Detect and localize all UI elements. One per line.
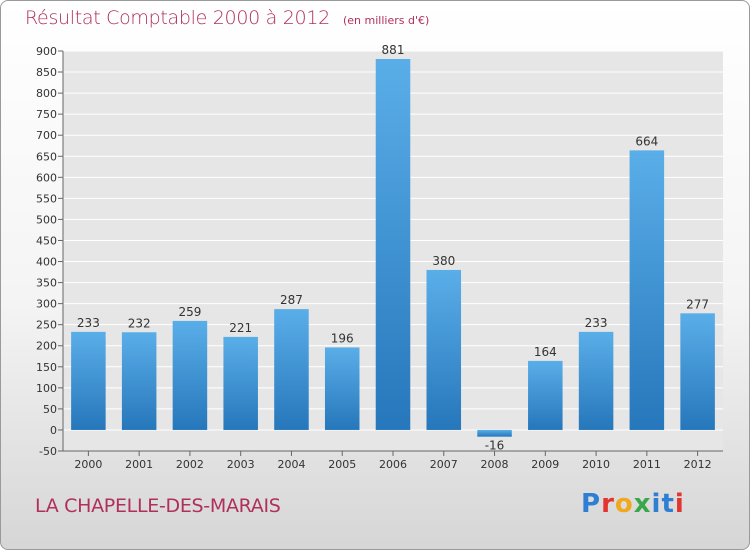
logo-letter: x: [633, 489, 652, 519]
bar: [528, 360, 563, 430]
logo-letter: t: [661, 489, 675, 519]
y-tick-label: 250: [36, 319, 57, 332]
value-label: 164: [534, 345, 557, 359]
y-tick-label: 100: [36, 382, 57, 395]
x-tick-label: 2005: [328, 458, 356, 471]
x-tick-label: 2001: [125, 458, 153, 471]
value-label: 664: [635, 134, 658, 148]
x-tick-label: 2007: [430, 458, 458, 471]
y-tick-label: 650: [36, 150, 57, 163]
y-tick-label: -50: [39, 445, 57, 458]
y-tick-label: 0: [50, 424, 57, 437]
value-labels: 233 232 259 221 287 196 881 380 -16 164 233 664 277: [77, 43, 709, 453]
y-tick-label: 350: [36, 277, 57, 290]
y-tick-label: 850: [36, 66, 57, 79]
bar: [578, 331, 614, 430]
logo-letter: i: [651, 489, 662, 519]
value-label: 287: [280, 293, 303, 307]
bar: [426, 269, 462, 430]
y-tick-label: 500: [36, 213, 57, 226]
bar: [680, 313, 715, 430]
logo-letter: r: [601, 489, 615, 519]
bar: [223, 336, 258, 430]
x-axis: 2000 2001 2002 2003 2004 2005 2006 2007 2008 2009…: [63, 450, 723, 471]
value-label: 277: [686, 297, 709, 311]
commune-name: LA CHAPELLE-DES-MARAIS: [35, 495, 281, 517]
proxiti-logo: Proxiti: [581, 489, 685, 519]
x-tick-label: 2003: [227, 458, 255, 471]
value-label: -16: [485, 439, 505, 453]
x-tick-label: 2000: [74, 458, 102, 471]
bar: [375, 59, 411, 430]
y-tick-label: 50: [43, 403, 57, 416]
x-tick-label: 2004: [277, 458, 305, 471]
y-axis: -50 0 50 100 150 200 250 300 350 400 450 500 550 600 6…: [36, 45, 64, 458]
value-label: 221: [229, 321, 252, 335]
bar: [477, 429, 512, 437]
y-tick-label: 600: [36, 171, 57, 184]
x-tick-label: 2012: [684, 458, 712, 471]
y-tick-label: 150: [36, 361, 57, 374]
bar: [274, 309, 309, 430]
x-tick-label: 2008: [481, 458, 509, 471]
bar: [121, 332, 157, 430]
y-tick-label: 450: [36, 234, 57, 247]
chart-title-main: Résultat Comptable 2000 à 2012: [25, 7, 330, 29]
y-tick-label: 750: [36, 108, 57, 121]
bar: [71, 331, 106, 430]
x-tick-label: 2010: [582, 458, 610, 471]
value-label: 232: [128, 316, 151, 330]
chart-title-unit: (en milliers d'€): [342, 14, 430, 27]
logo-letter: o: [614, 489, 634, 519]
value-label: 259: [178, 305, 201, 319]
value-label: 881: [382, 43, 405, 57]
bar: [629, 150, 665, 430]
y-tick-label: 400: [36, 256, 57, 269]
value-label: 380: [432, 254, 455, 268]
bars: [71, 59, 715, 437]
x-tick-label: 2006: [379, 458, 407, 471]
x-tick-label: 2002: [176, 458, 204, 471]
y-tick-label: 200: [36, 340, 57, 353]
x-tick-label: 2011: [633, 458, 661, 471]
chart-title: Résultat Comptable 2000 à 2012 (en milli…: [25, 7, 429, 29]
x-tick-label: 2009: [531, 458, 559, 471]
y-tick-label: 550: [36, 192, 57, 205]
y-tick-label: 300: [36, 298, 57, 311]
value-label: 233: [585, 316, 608, 330]
bar: [172, 320, 208, 430]
bar: [324, 347, 360, 430]
y-tick-label: 700: [36, 129, 57, 142]
logo-letter: i: [674, 489, 685, 519]
value-label: 196: [331, 331, 354, 345]
value-label: 233: [77, 316, 100, 330]
y-tick-label: 900: [36, 45, 57, 58]
logo-letter: P: [581, 489, 602, 519]
y-tick-label: 800: [36, 87, 57, 100]
